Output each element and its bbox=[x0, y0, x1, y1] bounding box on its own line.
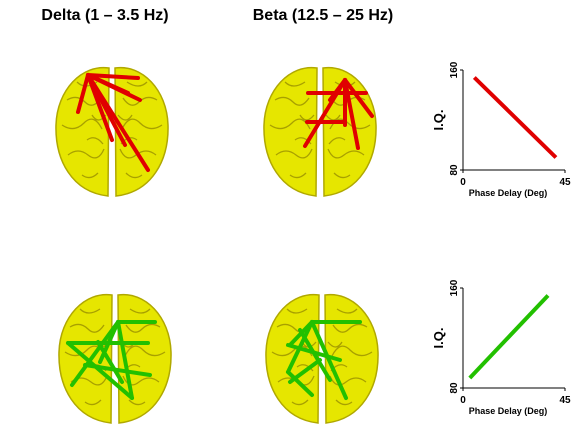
y-tick-label: 160 bbox=[449, 279, 460, 296]
network-red bbox=[76, 73, 374, 172]
y-tick-label: 80 bbox=[449, 382, 460, 394]
brain bbox=[263, 66, 377, 197]
data-line bbox=[472, 76, 558, 159]
y-tick-label: 80 bbox=[449, 164, 460, 176]
x-tick-label: 0 bbox=[460, 395, 466, 406]
data-line bbox=[468, 294, 550, 380]
brain bbox=[58, 293, 172, 424]
band-header: Delta (1 – 3.5 Hz) bbox=[41, 7, 168, 24]
x-tick-label: 45 bbox=[559, 395, 571, 406]
band-header: Beta (12.5 – 25 Hz) bbox=[253, 7, 394, 24]
x-axis-label: Phase Delay (Deg) bbox=[469, 188, 548, 198]
y-axis-label: I.Q. bbox=[431, 110, 446, 131]
x-tick-label: 45 bbox=[559, 177, 571, 188]
y-tick-label: 160 bbox=[449, 61, 460, 78]
brain bbox=[265, 293, 379, 424]
x-tick-label: 0 bbox=[460, 177, 466, 188]
x-axis-label: Phase Delay (Deg) bbox=[469, 406, 548, 416]
y-axis-label: I.Q. bbox=[431, 328, 446, 349]
network-green bbox=[66, 320, 362, 400]
